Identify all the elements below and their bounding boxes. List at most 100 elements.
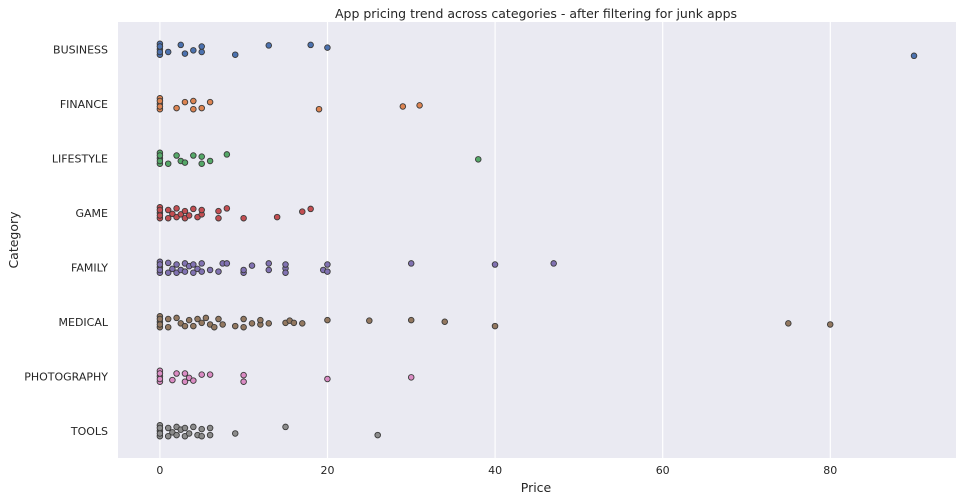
data-point: [169, 265, 176, 273]
data-point: [173, 314, 180, 322]
data-point: [198, 104, 205, 112]
data-point: [198, 268, 205, 275]
data-point: [550, 260, 557, 267]
data-point: [282, 423, 289, 431]
series-tools: [156, 422, 381, 440]
data-point: [491, 322, 499, 330]
data-point: [407, 316, 415, 324]
data-point: [181, 378, 189, 385]
x-tick-label: 40: [488, 464, 502, 477]
x-axis-label: Price: [521, 480, 552, 495]
data-point: [198, 43, 205, 50]
data-point: [169, 376, 176, 384]
data-point: [223, 151, 231, 158]
data-point: [156, 48, 164, 56]
data-point: [282, 269, 289, 276]
data-point: [181, 370, 189, 377]
series-photography: [156, 367, 415, 385]
data-point: [407, 374, 415, 381]
data-point: [215, 207, 222, 215]
x-tick-label: 20: [321, 464, 335, 477]
y-tick-label-tools: TOOLS: [70, 425, 108, 438]
data-point: [156, 97, 164, 105]
data-point: [169, 210, 176, 218]
data-point: [156, 430, 164, 437]
data-point: [416, 102, 423, 109]
data-point: [265, 260, 273, 267]
data-point: [164, 259, 172, 267]
data-point: [173, 261, 180, 268]
data-point: [173, 370, 180, 377]
data-point: [265, 42, 273, 49]
data-point: [156, 261, 164, 268]
data-point: [181, 50, 189, 57]
data-point: [181, 322, 189, 330]
y-axis-ticks: BUSINESS FINANCE LIFESTYLE GAME FAMILY MEDICA…: [24, 43, 109, 438]
data-point: [156, 212, 164, 219]
data-point: [177, 211, 185, 218]
data-point: [190, 97, 197, 105]
data-point: [299, 320, 306, 327]
data-point: [164, 214, 172, 222]
data-point: [156, 424, 164, 432]
y-tick-label-lifestyle: LIFESTYLE: [52, 152, 108, 165]
data-point: [190, 105, 197, 113]
data-point: [324, 375, 331, 383]
data-point: [231, 322, 239, 330]
data-point: [307, 205, 314, 213]
series-business: [156, 40, 918, 60]
data-point: [185, 316, 193, 324]
data-point: [198, 206, 205, 214]
data-point: [156, 370, 164, 377]
y-tick-label-medical: MEDICAL: [59, 316, 109, 329]
data-point: [164, 160, 172, 167]
y-tick-label-photography: PHOTOGRAPHY: [24, 370, 108, 383]
data-point: [164, 315, 172, 323]
data-point: [399, 103, 407, 110]
x-gridlines: [159, 22, 831, 458]
data-point: [240, 266, 247, 274]
data-point: [190, 322, 197, 330]
data-point: [164, 206, 172, 214]
data-point: [173, 431, 180, 439]
y-tick-label-finance: FINANCE: [60, 98, 108, 111]
data-point: [156, 321, 164, 328]
data-point: [164, 432, 172, 440]
data-point: [324, 44, 331, 51]
data-point: [785, 320, 792, 327]
data-point: [164, 424, 172, 432]
data-point: [156, 152, 164, 159]
x-axis-ticks: 0 20 40 60 80: [156, 464, 837, 477]
data-point: [181, 159, 189, 166]
data-point: [198, 425, 205, 433]
data-point: [156, 157, 164, 165]
data-point: [211, 323, 218, 331]
data-point: [190, 205, 197, 213]
data-point: [194, 315, 201, 323]
series-medical: [156, 313, 834, 331]
data-point: [185, 430, 193, 437]
data-point: [181, 207, 189, 215]
data-point: [206, 266, 214, 274]
data-point: [190, 377, 197, 384]
data-point: [240, 214, 247, 222]
data-point: [265, 320, 273, 327]
data-point: [198, 153, 205, 160]
data-point: [206, 424, 214, 432]
data-point: [190, 269, 197, 276]
data-point: [219, 321, 226, 328]
data-point: [240, 315, 247, 323]
data-point: [407, 260, 415, 267]
data-point: [156, 375, 164, 383]
data-point: [206, 371, 214, 378]
plot-area: [118, 22, 956, 458]
series-game: [156, 204, 314, 222]
data-point: [315, 105, 323, 113]
data-point: [198, 432, 205, 440]
data-point: [240, 371, 247, 379]
data-point: [173, 205, 180, 212]
x-tick-label: 0: [156, 464, 163, 477]
data-point: [190, 423, 197, 431]
data-point: [173, 104, 180, 112]
x-tick-label: 60: [656, 464, 670, 477]
